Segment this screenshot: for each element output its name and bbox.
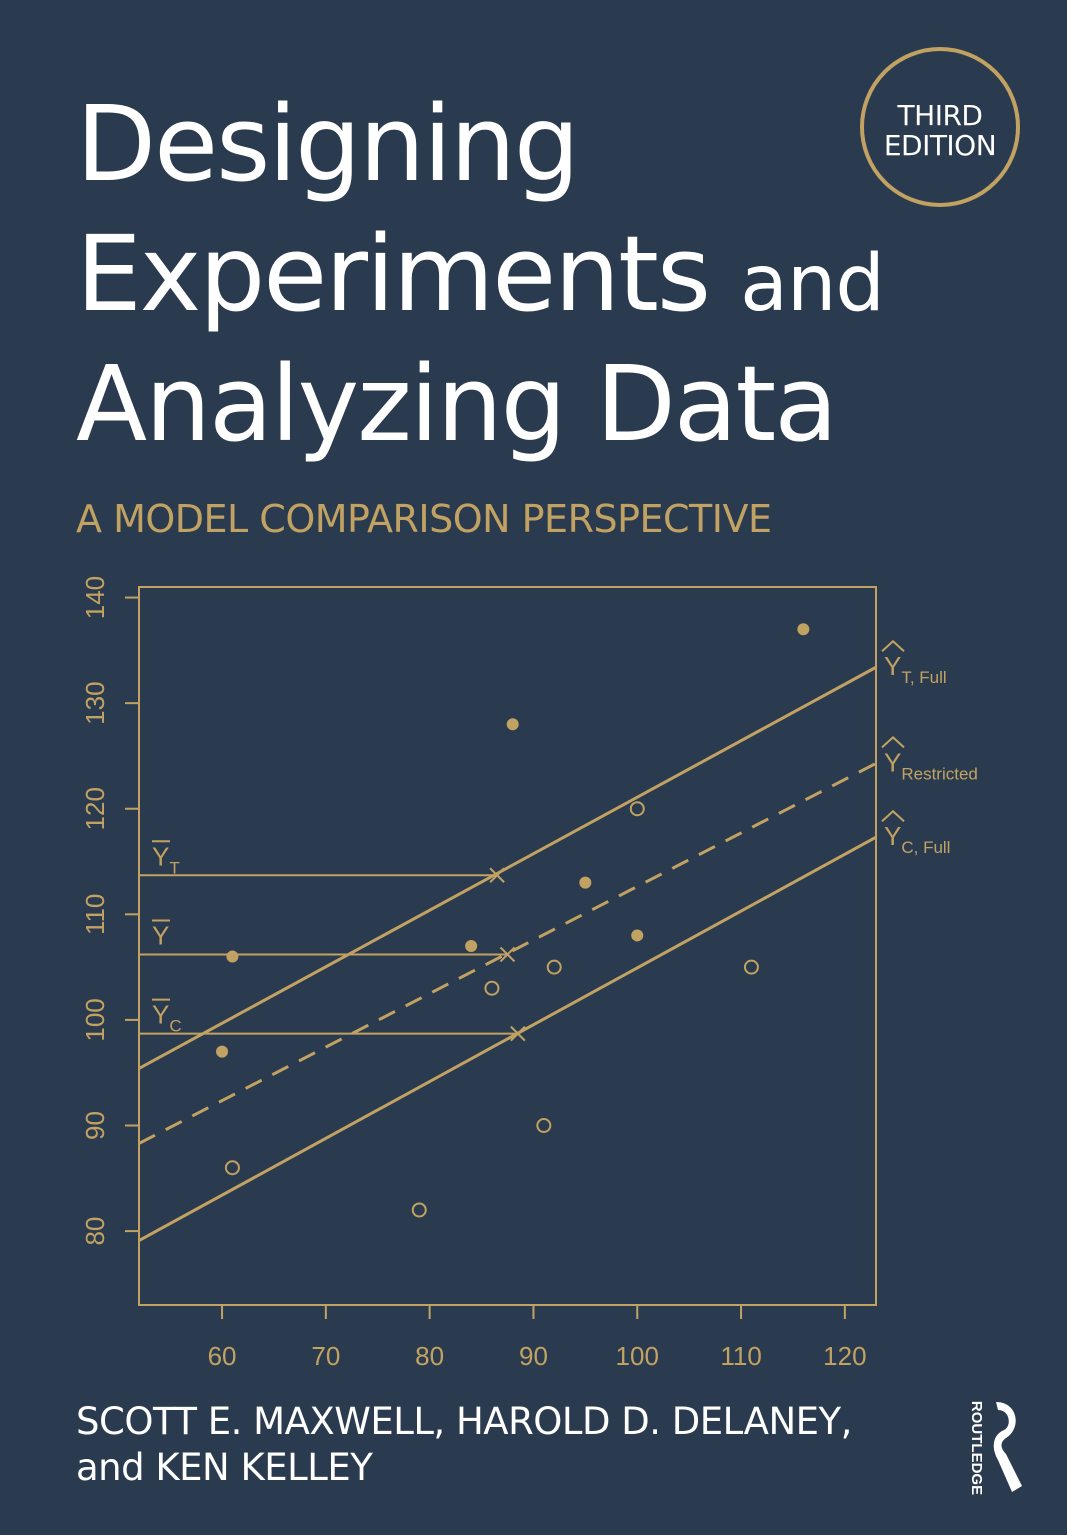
title-line-1: Designing [76, 83, 580, 205]
regression-line [138, 761, 877, 1145]
data-point-filled [797, 623, 810, 636]
data-point-filled [631, 929, 644, 942]
x-tick-label: 110 [720, 1341, 761, 1371]
routledge-logo: ROUTLEDGE [968, 1401, 1022, 1495]
mean-label: YT [152, 841, 180, 877]
routledge-r-icon [993, 1402, 1022, 1492]
title-word-experiments: Experiments [76, 213, 711, 335]
y-tick-label: 140 [80, 576, 110, 619]
data-point-filled [226, 950, 239, 963]
authors-line-2: and KEN KELLEY [76, 1446, 373, 1489]
line-label: YRestricted [884, 747, 978, 783]
data-point-open [536, 1118, 552, 1133]
cross-mark [510, 1025, 526, 1042]
y-tick-label: 90 [80, 1111, 110, 1140]
authors-line-1: SCOTT E. MAXWELL, HAROLD D. DELANEY, [76, 1400, 852, 1443]
line-label: YT, Full [884, 651, 947, 687]
y-tick-label: 110 [80, 894, 110, 935]
cross-mark [489, 867, 505, 883]
data-point-filled [465, 940, 478, 952]
data-point-open [743, 959, 759, 975]
x-tick-label: 70 [311, 1341, 340, 1371]
title-line-2: Experiments and [76, 222, 885, 329]
regression-line [138, 665, 877, 1070]
hat-mark [881, 809, 905, 822]
title-line-3: Analyzing Data [76, 343, 838, 465]
x-tick-label: 80 [415, 1341, 444, 1371]
data-point-open [629, 801, 645, 817]
subtitle: A MODEL COMPARISON PERSPECTIVE [76, 497, 772, 541]
x-tick-label: 60 [208, 1341, 237, 1371]
x-tick-label: 100 [616, 1341, 659, 1371]
y-tick-label: 80 [80, 1217, 110, 1246]
edition-line-1: THIRD [897, 99, 983, 132]
regression-line [138, 835, 877, 1242]
data-point-open [484, 980, 500, 996]
y-tick-label: 100 [80, 998, 110, 1041]
data-point-filled [506, 718, 519, 731]
hat-mark [881, 735, 905, 749]
mean-label: YC [152, 1000, 182, 1036]
data-point-filled [216, 1045, 229, 1058]
y-tick-label: 130 [80, 681, 110, 724]
data-point-open [546, 959, 562, 975]
x-tick-label: 120 [823, 1341, 866, 1371]
plot-frame [138, 586, 877, 1306]
publisher-name: ROUTLEDGE [968, 1401, 985, 1495]
x-tick-label: 90 [519, 1341, 548, 1371]
mean-label: Y [152, 920, 169, 950]
data-point-open [224, 1160, 240, 1176]
edition-line-2: EDITION [883, 129, 997, 162]
title-word-and: and [740, 239, 885, 329]
edition-badge: THIRD EDITION [860, 47, 1020, 207]
data-point-filled [579, 876, 592, 889]
y-tick-label: 120 [80, 787, 110, 830]
cross-mark [499, 946, 516, 963]
hat-mark [881, 639, 905, 652]
line-label: YC, Full [884, 821, 950, 857]
data-point-open [411, 1202, 427, 1218]
